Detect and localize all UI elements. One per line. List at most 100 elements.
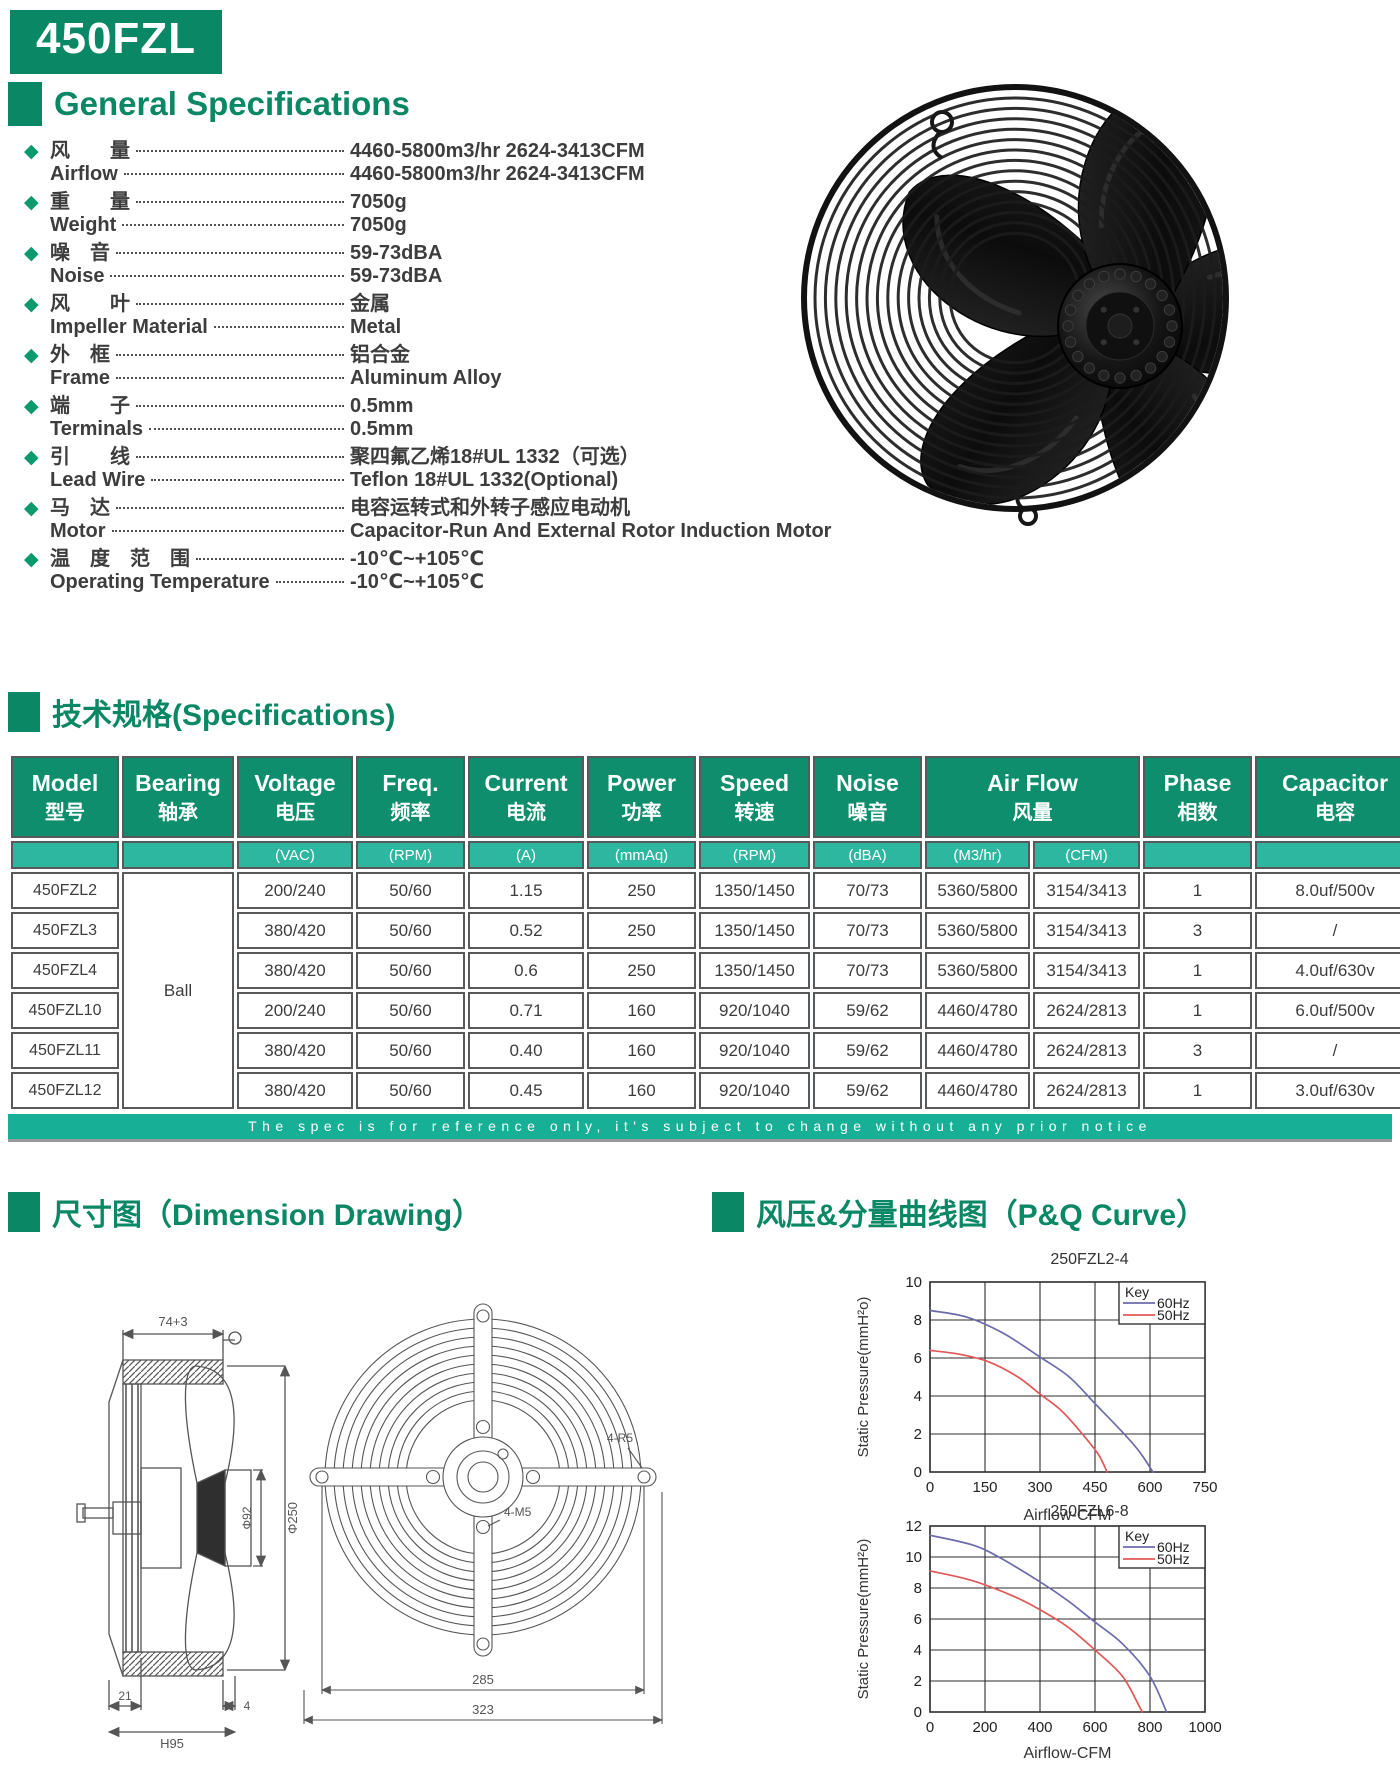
model-cell: 450FZL2 [11,872,119,909]
spec-value: -10℃~+105℃ [350,571,485,593]
table-cell: 3154/3413 [1033,912,1141,949]
table-unit-cell [122,841,234,869]
table-cell: 50/60 [356,992,465,1029]
chart-axis-labels: 0 2 4 6 8 10 12 0 200 400 600 800 1000 [905,1518,1221,1736]
front-view: 4-R5 4-M5 285 323 [302,1303,664,1725]
table-cell: 920/1040 [699,1072,810,1109]
dotted-leader [136,303,344,305]
dotted-leader [136,405,344,407]
diamond-bullet-icon: ◆ [24,345,39,366]
spec-item: ◆ 重 量 7050g◆ Weight 7050g [24,191,730,237]
svg-text:8: 8 [914,1580,922,1597]
dim-label: 74+3 [158,1314,187,1329]
table-cell: 3154/3413 [1033,952,1141,989]
dotted-leader [136,150,344,152]
table-cell: 3.0uf/630v [1255,1072,1400,1109]
spec-line: ◆ 噪 音 59-73dBA [24,242,730,265]
table-header-cell: Air Flow 风量 [925,756,1141,838]
dotted-leader [149,428,344,430]
general-specs-heading: General Specifications [8,82,410,126]
diamond-bullet-icon: ◆ [24,243,39,264]
table-header-cell: Freq. 频率 [356,756,465,838]
spec-item: ◆ 噪 音 59-73dBA◆ Noise 59-73dBA [24,242,730,288]
spec-line: ◆ 温 度 范 围 -10℃~+105℃ [24,548,730,571]
table-cell: 50/60 [356,1072,465,1109]
dotted-leader [116,354,344,356]
table-cell: 160 [587,992,696,1029]
dotted-leader [123,173,344,175]
table-unit-cell: (dBA) [813,841,922,869]
table-cell: 250 [587,952,696,989]
spec-value: Aluminum Alloy [350,367,502,389]
dotted-leader [122,224,344,226]
table-cell: / [1255,912,1400,949]
table-cell: 250 [587,912,696,949]
section-square-icon [8,1192,40,1232]
table-cell: 1 [1143,872,1253,909]
table-cell: 380/420 [237,1072,353,1109]
svg-text:200: 200 [972,1719,997,1736]
diamond-bullet-icon: ◆ [24,294,39,315]
chart-ylabel: Static Pressure(mmH²o) [855,1297,872,1458]
table-cell: 1350/1450 [699,872,810,909]
table-unit-cell [1143,841,1253,869]
spec-label: Impeller Material [50,316,208,338]
svg-text:1000: 1000 [1188,1719,1221,1736]
svg-text:600: 600 [1137,1479,1162,1496]
table-row: 450FZL11 380/420 50/60 0.40 160 920/1040 59/62… [11,1032,1400,1069]
table-row: 450FZL3 380/420 50/60 0.52 250 1350/1450 70/73… [11,912,1400,949]
spec-label: Motor [50,520,106,542]
spec-line: ◆ 外 框 铝合金 [24,344,730,367]
table-cell: 200/240 [237,992,353,1029]
spec-label: Lead Wire [50,469,146,491]
table-cell: 160 [587,1032,696,1069]
spec-footnote: The spec is for reference only, it's sub… [8,1114,1392,1142]
diamond-bullet-icon: ◆ [24,549,39,570]
svg-text:450: 450 [1082,1479,1107,1496]
dim-label: 21 [118,1689,132,1703]
table-cell: 0.45 [468,1072,584,1109]
spec-label: 风 量 [50,140,130,162]
dim-label: H95 [160,1736,184,1751]
table-cell: 59/62 [813,1072,922,1109]
table-cell: 160 [587,1072,696,1109]
spec-item: ◆ 外 框 铝合金◆ Frame Aluminum Alloy [24,344,730,390]
model-cell: 450FZL11 [11,1032,119,1069]
spec-value: 金属 [350,293,390,315]
table-unit-cell: (mmAq) [587,841,696,869]
spec-value: Teflon 18#UL 1332(Optional) [350,469,619,491]
model-cell: 450FZL4 [11,952,119,989]
svg-text:Key: Key [1125,1284,1149,1300]
svg-text:0: 0 [914,1464,922,1481]
chart-series-50hz [929,1570,1144,1713]
table-cell: 2624/2813 [1033,992,1141,1029]
table-cell: 380/420 [237,1032,353,1069]
model-cell: 450FZL10 [11,992,119,1029]
table-cell: 0.40 [468,1032,584,1069]
table-header-cell: Noise 噪音 [813,756,922,838]
table-cell: 6.0uf/500v [1255,992,1400,1029]
dimension-title: 尺寸图（Dimension Drawing） [52,1199,483,1232]
table-cell: 59/62 [813,992,922,1029]
fan-guard-grill [801,84,1229,512]
spec-item: ◆ 温 度 范 围 -10℃~+105℃◆ Operating Temperature… [24,548,730,594]
table-row: 450FZL12 380/420 50/60 0.45 160 920/1040 59/62… [11,1072,1400,1109]
spec-label: Airflow [50,163,118,185]
dotted-leader [136,456,344,458]
table-row: 450FZL10 200/240 50/60 0.71 160 920/1040 59/62… [11,992,1400,1029]
table-cell: 1 [1143,992,1253,1029]
pq-curve-heading: 风压&分量曲线图（P&Q Curve） [712,1190,1206,1234]
table-cell: 5360/5800 [925,912,1030,949]
spec-value: 7050g [350,191,407,213]
table-cell: 70/73 [813,912,922,949]
table-cell: 920/1040 [699,1032,810,1069]
spec-line: ◆ 引 线 聚四氟乙烯18#UL 1332（可选） [24,446,730,469]
table-unit-cell [1255,841,1400,869]
table-cell: 70/73 [813,872,922,909]
chart-plot-border [929,1525,1206,1713]
table-cell: 5360/5800 [925,952,1030,989]
chart-series-60hz [929,1309,1154,1473]
table-cell: 0.6 [468,952,584,989]
table-cell: 0.52 [468,912,584,949]
